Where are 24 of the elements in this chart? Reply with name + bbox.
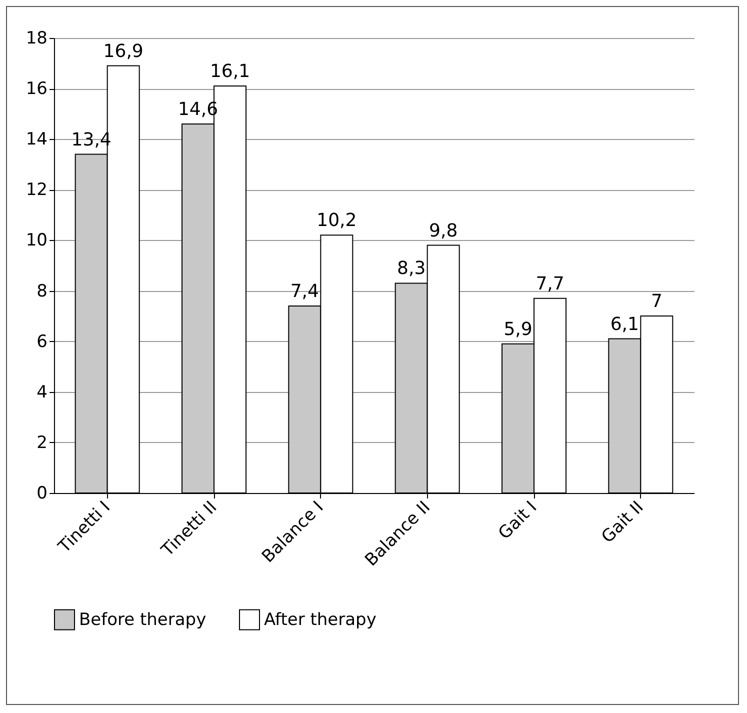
y-tick-label: 16 — [26, 79, 48, 100]
y-tick-label: 14 — [26, 130, 48, 150]
data-label: 5,9 — [504, 318, 532, 340]
data-label: 16,9 — [103, 40, 144, 62]
y-tick-label: 18 — [26, 28, 48, 48]
data-label: 9,8 — [429, 220, 458, 242]
legend-label: Before therapy — [79, 610, 206, 630]
y-tick-label: 10 — [26, 230, 48, 251]
y-tick-label: 0 — [36, 484, 48, 504]
data-label: 7 — [650, 291, 662, 312]
y-tick-label: 8 — [36, 281, 48, 302]
data-label: 7,7 — [536, 273, 564, 294]
data-label: 10,2 — [316, 210, 357, 232]
x-tick-label: Gait II — [598, 497, 648, 548]
data-label: 16,1 — [210, 61, 250, 82]
y-tick-label: 4 — [36, 382, 48, 402]
x-tick-label: Gait I — [494, 497, 542, 544]
data-label: 6,1 — [610, 314, 639, 335]
y-tick-label: 2 — [36, 432, 48, 453]
y-tick-label: 12 — [26, 180, 48, 200]
data-label: 7,4 — [290, 280, 319, 302]
data-label: 8,3 — [397, 258, 426, 280]
legend-label: After therapy — [264, 610, 376, 630]
y-tick-label: 6 — [36, 332, 48, 352]
